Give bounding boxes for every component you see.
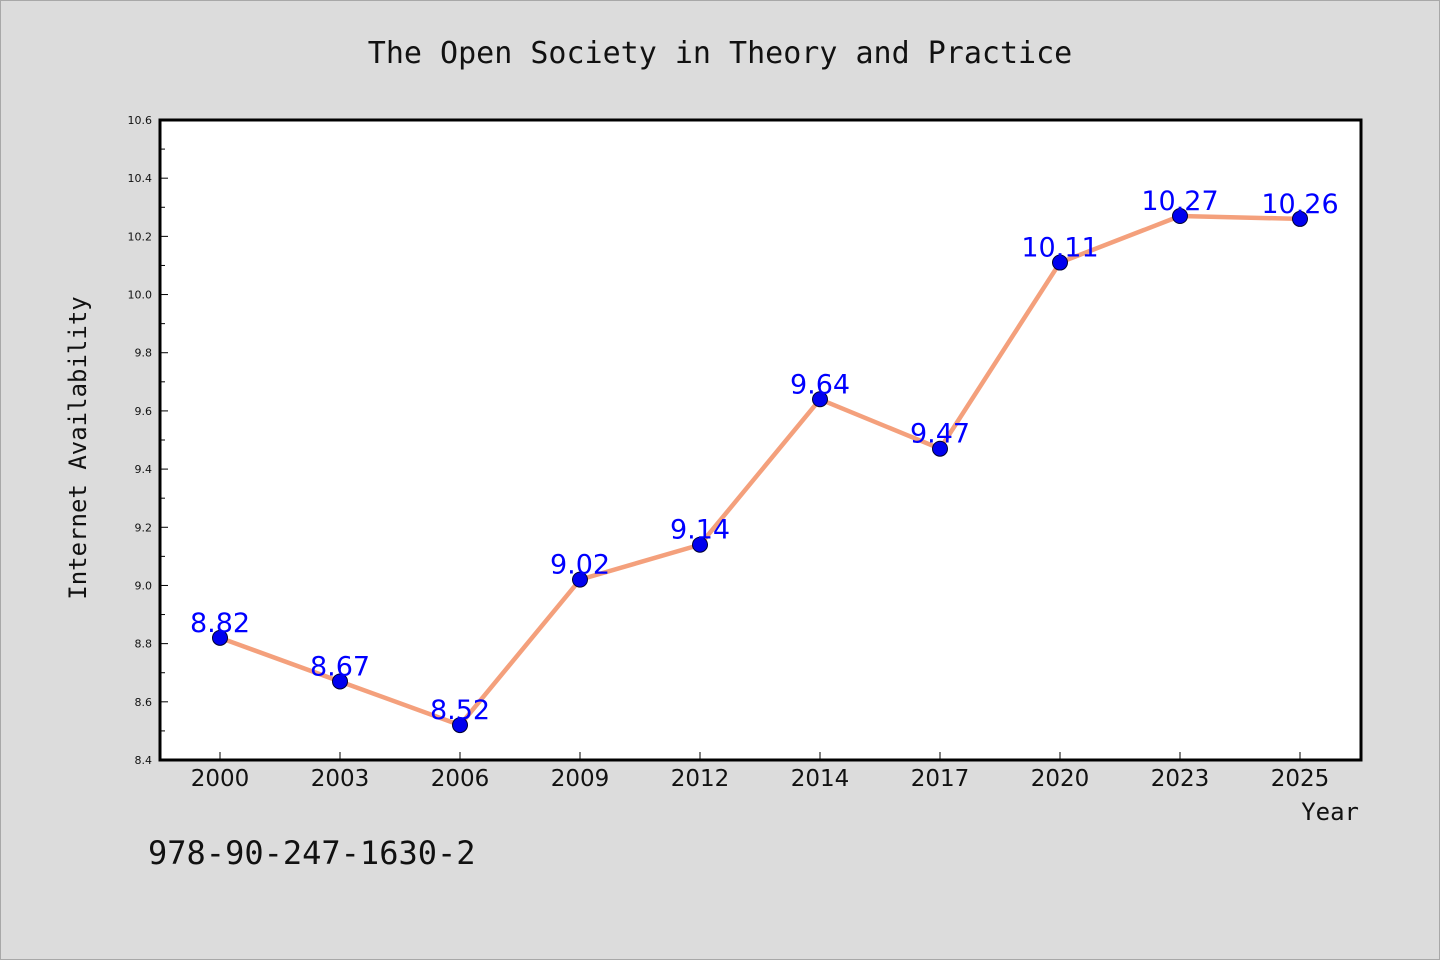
x-tick-label: 2003 [311,766,370,792]
y-tick-label: 9.4 [135,463,153,476]
y-tick-label: 10.4 [128,172,153,185]
data-point [1052,254,1068,271]
series-line [219,213,1301,728]
series-group: 8.82 8.67 8.52 9.02 9.14 9.64 9.47 10.11 10.27 10… [190,186,1339,734]
data-point [452,717,468,734]
y-tick-label: 8.4 [135,754,153,767]
data-label: 8.67 [310,651,370,682]
y-axis: 8.4 8.6 8.8 9.0 9.2 9.4 9.6 9.8 10.0 10.2 10.4 10.6 [128,114,168,767]
data-point [1172,208,1188,224]
data-label: 10.11 [1021,233,1098,264]
isbn-text: 978-90-247-1630-2 [148,834,476,872]
y-tick-label: 9.0 [135,579,153,592]
data-point [572,571,588,588]
y-tick-label: 8.8 [135,638,153,651]
y-tick-label: 8.6 [135,696,153,709]
x-tick-label: 2017 [911,766,970,792]
data-label: 10.27 [1141,186,1218,217]
data-point [332,673,348,690]
x-axis: 2000 2003 2006 2009 2012 2014 2017 2020 2023 2025 [191,752,1330,792]
chart-title: The Open Society in Theory and Practice [368,36,1072,71]
y-tick-label: 9.2 [135,521,153,534]
data-label: 9.64 [790,369,850,400]
data-point [212,629,228,646]
data-label: 9.02 [550,550,610,581]
y-tick-label: 9.8 [135,347,153,360]
data-point [692,536,708,553]
y-tick-label: 10.2 [128,230,153,243]
data-label: 9.47 [910,419,970,450]
x-tick-label: 2025 [1271,766,1330,792]
data-label: 9.14 [670,515,730,546]
data-label: 8.52 [430,695,490,726]
y-axis-label: Internet Availability [64,296,92,599]
x-tick-label: 2012 [671,766,730,792]
data-label: 8.82 [190,608,250,639]
x-tick-label: 2009 [551,766,610,792]
data-label: 10.26 [1261,189,1338,220]
x-tick-label: 2023 [1151,766,1210,792]
y-tick-label: 10.6 [128,114,153,127]
x-tick-label: 2020 [1031,766,1090,792]
x-tick-label: 2006 [431,766,490,792]
plot-area [158,118,1363,762]
y-tick-label: 9.6 [135,405,153,418]
x-tick-label: 2000 [191,766,250,792]
x-axis-label: Year [1301,798,1359,826]
y-tick-label: 10.0 [128,289,153,302]
data-point [1292,210,1308,227]
data-point [812,391,828,408]
x-tick-label: 2014 [791,766,850,792]
data-point [932,440,948,457]
